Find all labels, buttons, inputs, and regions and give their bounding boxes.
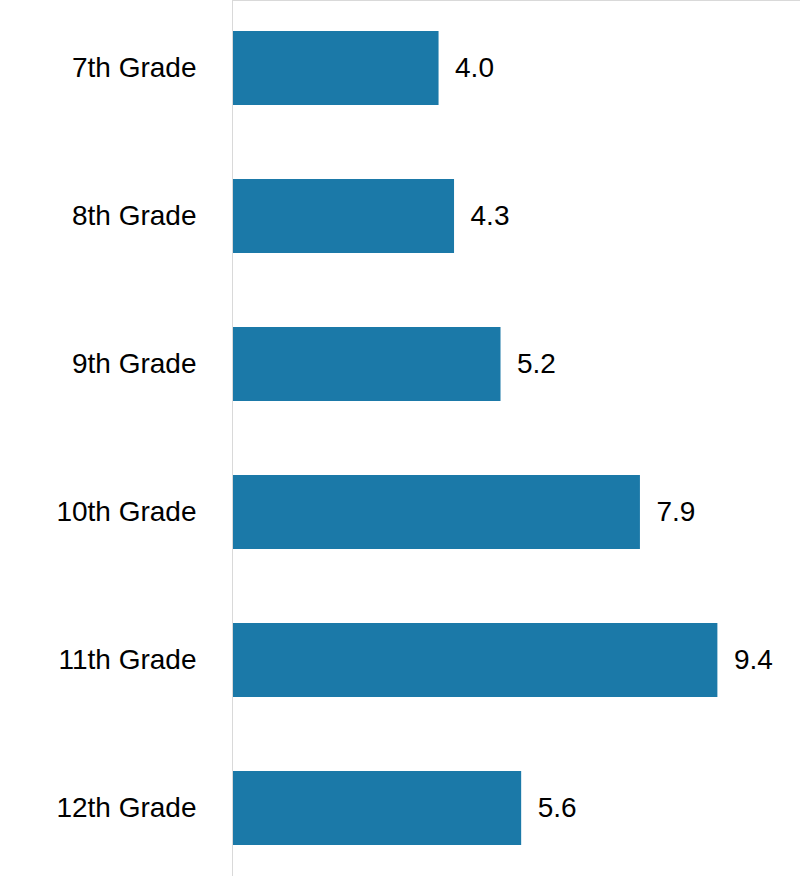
svg-text:4.3: 4.3 bbox=[471, 200, 510, 231]
svg-text:11th Grade: 11th Grade bbox=[58, 644, 196, 675]
svg-text:9th Grade: 9th Grade bbox=[72, 348, 197, 379]
svg-text:4.0: 4.0 bbox=[455, 52, 494, 83]
svg-text:10th Grade: 10th Grade bbox=[56, 496, 196, 527]
svg-text:7th Grade: 7th Grade bbox=[72, 52, 197, 83]
svg-text:12th Grade: 12th Grade bbox=[56, 792, 196, 823]
svg-text:8th Grade: 8th Grade bbox=[72, 200, 197, 231]
svg-text:5.2: 5.2 bbox=[517, 348, 556, 379]
svg-text:9.4: 9.4 bbox=[734, 644, 773, 675]
svg-text:7.9: 7.9 bbox=[656, 496, 695, 527]
svg-text:5.6: 5.6 bbox=[538, 792, 577, 823]
